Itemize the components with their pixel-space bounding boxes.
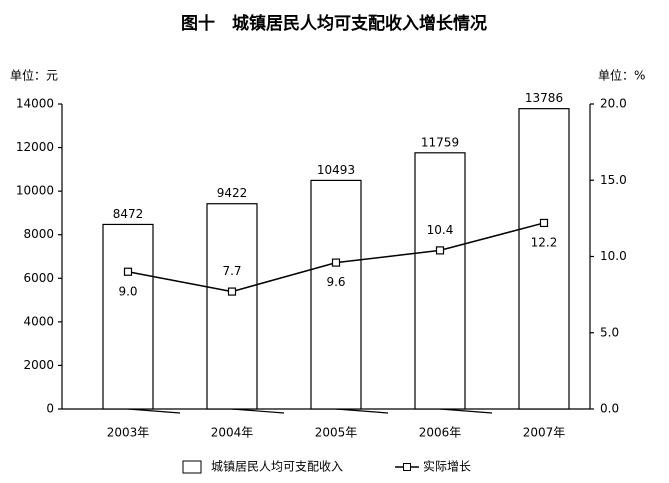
line-marker xyxy=(123,267,133,276)
y-tick-label: 8000 xyxy=(23,227,54,241)
x-tick xyxy=(127,408,181,414)
x-tick-label: 2006年 xyxy=(419,426,462,440)
bar xyxy=(414,152,466,410)
legend-label: 城镇居民人均可支配收入 xyxy=(211,460,343,474)
bar xyxy=(310,179,362,410)
x-tick xyxy=(439,408,493,414)
y2-tick-label: 20.0 xyxy=(600,97,627,111)
y-tick-label: 2000 xyxy=(23,358,54,372)
legend-swatch xyxy=(182,460,202,474)
bar-value-label: 10493 xyxy=(317,163,355,177)
line-value-label: 12.2 xyxy=(531,235,558,249)
y-tick-label: 14000 xyxy=(16,97,54,111)
y-tick-label: 0 xyxy=(46,402,54,416)
legend-swatch xyxy=(403,463,411,471)
line-marker xyxy=(227,287,237,296)
line-marker xyxy=(331,258,341,267)
y2-tick-label: 15.0 xyxy=(600,173,627,187)
legend-label: 实际增长 xyxy=(423,459,471,474)
x-tick-label: 2007年 xyxy=(523,426,566,440)
y-unit: 单位：元 xyxy=(10,68,58,83)
x-tick-label: 2003年 xyxy=(107,426,150,440)
line-marker xyxy=(539,218,549,228)
y2-unit: 单位：% xyxy=(598,68,645,83)
y-tick-label: 6000 xyxy=(23,271,54,285)
bar xyxy=(518,108,570,410)
bar-value-label: 8472 xyxy=(113,207,144,221)
bar-value-label: 9422 xyxy=(217,186,248,200)
bar xyxy=(206,203,258,410)
y-tick-label: 10000 xyxy=(16,184,54,198)
line-value-label: 7.7 xyxy=(222,264,241,278)
line-marker xyxy=(435,246,445,255)
line-value-label: 10.4 xyxy=(427,223,454,237)
y2-tick-label: 0.0 xyxy=(600,402,619,416)
y-tick-label: 12000 xyxy=(16,140,54,154)
y2-tick-label: 5.0 xyxy=(600,325,619,339)
x-tick xyxy=(335,408,389,414)
x-tick xyxy=(231,408,285,414)
y-tick-label: 4000 xyxy=(23,314,54,328)
chart-title: 图十 城镇居民人均可支配收入增长情况 xyxy=(181,13,487,34)
line-value-label: 9.6 xyxy=(326,275,345,289)
x-tick-label: 2004年 xyxy=(211,426,254,440)
line-value-label: 9.0 xyxy=(118,284,137,298)
x-tick-label: 2005年 xyxy=(315,426,358,440)
bar-value-label: 13786 xyxy=(525,91,563,105)
y2-tick-label: 10.0 xyxy=(600,249,627,263)
bar xyxy=(102,223,154,410)
bar-value-label: 11759 xyxy=(421,135,459,149)
